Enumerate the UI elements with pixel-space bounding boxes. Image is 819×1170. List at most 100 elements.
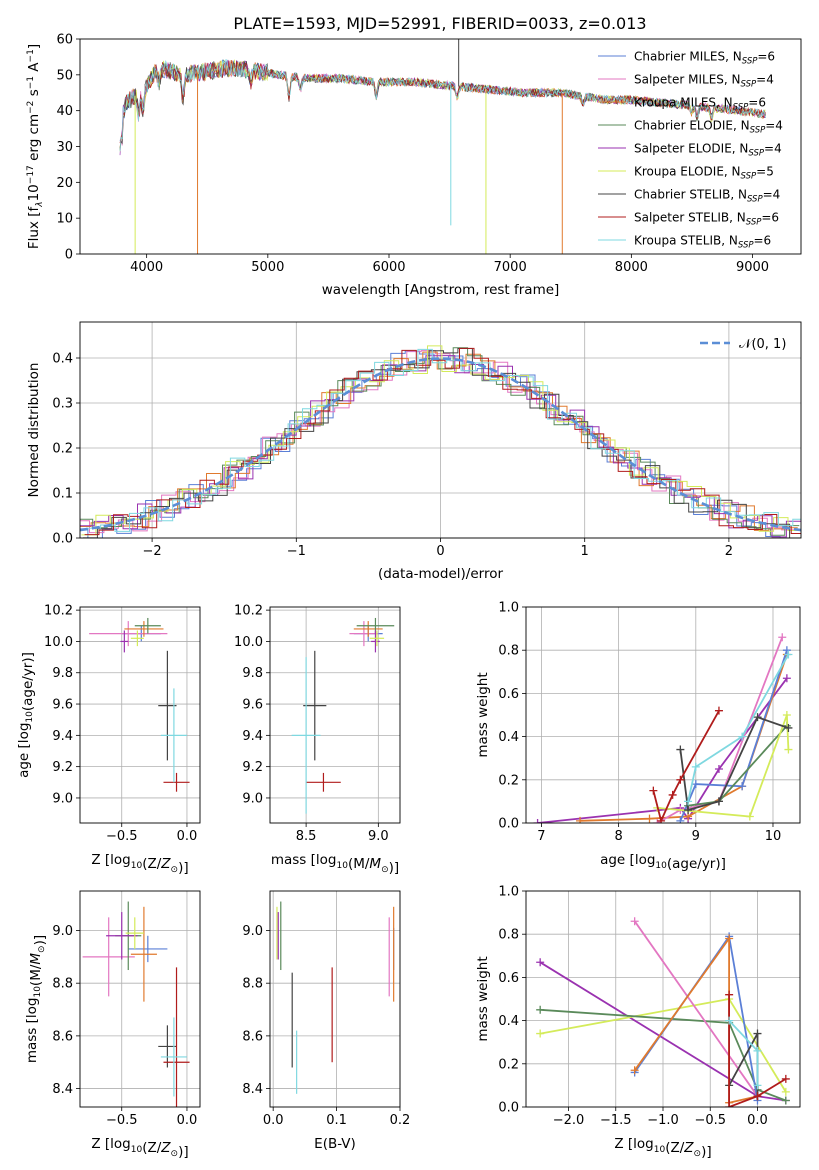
legend-entry: Kroupa STELIB, NSSP=6 [634, 234, 771, 251]
errorbar-salpeter-elodie [371, 630, 380, 653]
y-tick-label: 0.3 [52, 397, 73, 412]
axes-frame [79, 321, 802, 539]
normal-curve [80, 357, 801, 532]
series-marker [725, 1103, 734, 1107]
residuals-x-label: (data-model)/error [378, 566, 504, 582]
x-tick-label: 6000 [372, 260, 405, 275]
errorbar-kroupa-stelib [160, 688, 187, 783]
series-marker [782, 711, 791, 719]
y-tick-label: 0.0 [498, 817, 519, 832]
series-salpeter-stelib [725, 990, 790, 1107]
weight-vs-age-y-label: mass weight [475, 672, 491, 757]
y-tick-label: 10.0 [44, 635, 73, 650]
series-marker [753, 1092, 762, 1101]
series-marker [753, 1081, 762, 1090]
x-tick-label: 0.0 [177, 829, 198, 844]
y-tick-label: 0.0 [52, 532, 73, 547]
series-kroupa-stelib [725, 1016, 762, 1090]
series-marker [714, 797, 723, 806]
weight-vs-age-x-label: age [log10(age/yr)] [600, 852, 726, 872]
axes-frame [79, 606, 201, 824]
series-marker [630, 1066, 639, 1075]
series-marker [645, 814, 654, 823]
errorbar-kroupa-elodie [130, 630, 144, 647]
legend-entry: Salpeter MILES, NSSP=4 [634, 73, 774, 90]
y-tick-label: 0 [65, 248, 73, 263]
age-vs-z-y-label: age [log10(age/yr)] [16, 652, 36, 778]
y-tick-label: 60 [56, 33, 73, 48]
series-marker [753, 713, 762, 722]
weight-vs-age-series [533, 633, 793, 823]
series-marker [691, 762, 700, 771]
x-tick-label: 0 [436, 544, 444, 559]
normal-legend-label: 𝒩(0, 1) [739, 337, 786, 352]
series-marker [725, 934, 734, 943]
axes-frame [79, 38, 802, 255]
y-tick-label: 0.4 [498, 730, 519, 745]
series-marker [725, 990, 734, 999]
mass-vs-z-x-label: Z [log10(Z/Z⊙)] [91, 1136, 188, 1160]
series-marker [536, 1029, 545, 1038]
y-tick-label: 9.6 [242, 698, 263, 713]
series-marker [657, 816, 666, 823]
y-tick-label: 9.0 [242, 791, 263, 806]
series-marker [781, 1074, 790, 1083]
series-marker [630, 917, 639, 926]
weight-vs-z-x-label: Z [log10(Z/Z⊙)] [614, 1136, 711, 1160]
x-tick-label: 10 [765, 829, 782, 844]
axes-frame [525, 606, 801, 824]
residuals-y-label: Normed distribution [26, 363, 42, 498]
weight-vs-z-y-label: mass weight [475, 956, 491, 1041]
errorbar-kroupa-elodie [125, 917, 144, 949]
weight-vs-z-chart: −2.0 −1.5 −1.0 −0.5 0.0 0.0 0.2 0.4 0.6 0.8 1.0 Z [… [475, 885, 801, 1160]
y-tick-label: 9.4 [242, 729, 263, 744]
y-tick-label: 40 [56, 104, 73, 119]
series-salpeter-stelib [649, 706, 723, 823]
series-line [657, 714, 790, 818]
series-marker [781, 1087, 790, 1096]
age-vs-mass-x-label: mass [log10(M/M⊙)] [271, 852, 399, 876]
series-marker [782, 646, 791, 655]
errorbar-salpeter-stelib [306, 772, 341, 792]
x-tick-label: −2.0 [553, 1113, 585, 1128]
legend-entry: Kroupa MILES, NSSP=6 [634, 96, 766, 113]
errorbar-kroupa-stelib [160, 1017, 187, 1097]
series-marker [714, 765, 723, 773]
y-tick-label: 10.2 [44, 604, 73, 619]
spectrum-line-chabrier-stelib [119, 61, 766, 150]
series-marker [738, 732, 747, 741]
x-tick-label: 8000 [615, 260, 648, 275]
legend-entry: Salpeter STELIB, NSSP=6 [634, 211, 779, 228]
x-tick-label: 8 [614, 829, 622, 844]
y-tick-label: 8.6 [242, 1029, 263, 1044]
series-marker [745, 812, 754, 821]
series-line [687, 654, 790, 802]
y-tick-label: 10 [56, 212, 73, 227]
y-tick-label: 9.0 [242, 924, 263, 939]
series-marker [684, 806, 693, 815]
y-tick-label: 0.4 [52, 352, 73, 367]
errorbar-kroupa-miles [130, 906, 157, 1002]
y-tick-label: 9.8 [242, 666, 263, 681]
y-tick-label: 9.2 [52, 760, 73, 775]
y-tick-label: 0.0 [498, 1101, 519, 1116]
series-marker [753, 1046, 762, 1055]
series-marker [668, 790, 677, 799]
x-tick-label: −0.5 [694, 1113, 726, 1128]
series-line [633, 920, 759, 1097]
x-tick-label: 0.0 [177, 1113, 198, 1128]
age-vs-mass-points [291, 617, 395, 814]
x-tick-label: 0.2 [390, 1113, 411, 1128]
mass-vs-ebv-x-label: E(B-V) [314, 1136, 356, 1152]
x-tick-label: 4000 [130, 260, 163, 275]
legend-entry: Salpeter ELODIE, NSSP=4 [634, 142, 782, 159]
mass-vs-ebv-chart: 0.0 0.1 0.2 8.4 8.6 8.8 9.0 E(B-V) [242, 890, 411, 1152]
axes-frame [79, 890, 201, 1108]
spectrum-series [119, 39, 766, 254]
errorbar-kroupa-stelib [291, 657, 321, 814]
age-vs-z-points [89, 617, 190, 792]
spectrum-line-kroupa-stelib [119, 59, 766, 152]
errorbar-salpeter-elodie [106, 912, 138, 960]
legend-entry: Kroupa ELODIE, NSSP=5 [634, 165, 774, 182]
